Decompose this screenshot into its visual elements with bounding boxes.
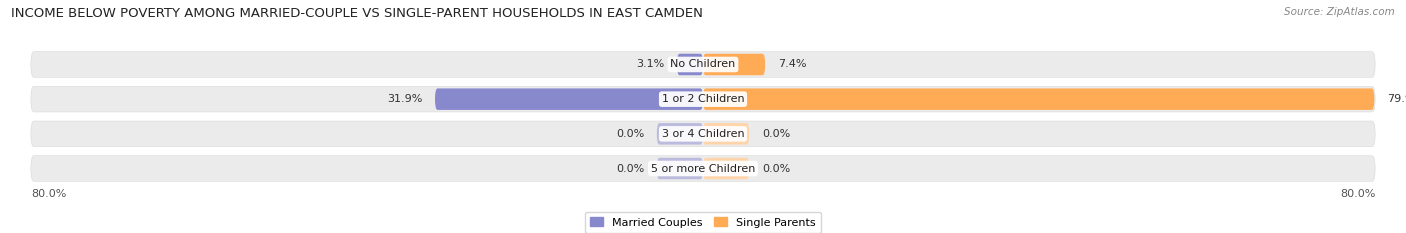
Text: No Children: No Children: [671, 59, 735, 69]
Text: 3.1%: 3.1%: [636, 59, 665, 69]
FancyBboxPatch shape: [703, 54, 765, 75]
FancyBboxPatch shape: [703, 158, 749, 179]
Text: 7.4%: 7.4%: [778, 59, 806, 69]
FancyBboxPatch shape: [657, 158, 703, 179]
Text: 80.0%: 80.0%: [1340, 189, 1375, 199]
Text: Source: ZipAtlas.com: Source: ZipAtlas.com: [1284, 7, 1395, 17]
FancyBboxPatch shape: [657, 123, 703, 145]
FancyBboxPatch shape: [676, 54, 703, 75]
Text: 79.9%: 79.9%: [1386, 94, 1406, 104]
FancyBboxPatch shape: [703, 88, 1374, 110]
FancyBboxPatch shape: [31, 52, 1375, 77]
FancyBboxPatch shape: [31, 86, 1375, 112]
Text: 3 or 4 Children: 3 or 4 Children: [662, 129, 744, 139]
FancyBboxPatch shape: [31, 121, 1375, 147]
Text: 0.0%: 0.0%: [616, 164, 644, 174]
Text: 0.0%: 0.0%: [616, 129, 644, 139]
Text: 0.0%: 0.0%: [762, 164, 790, 174]
FancyBboxPatch shape: [434, 88, 703, 110]
Text: INCOME BELOW POVERTY AMONG MARRIED-COUPLE VS SINGLE-PARENT HOUSEHOLDS IN EAST CA: INCOME BELOW POVERTY AMONG MARRIED-COUPL…: [11, 7, 703, 20]
Text: 31.9%: 31.9%: [387, 94, 422, 104]
Text: 80.0%: 80.0%: [31, 189, 66, 199]
Text: 0.0%: 0.0%: [762, 129, 790, 139]
Text: 5 or more Children: 5 or more Children: [651, 164, 755, 174]
FancyBboxPatch shape: [31, 156, 1375, 181]
Legend: Married Couples, Single Parents: Married Couples, Single Parents: [585, 212, 821, 233]
FancyBboxPatch shape: [703, 123, 749, 145]
Text: 1 or 2 Children: 1 or 2 Children: [662, 94, 744, 104]
